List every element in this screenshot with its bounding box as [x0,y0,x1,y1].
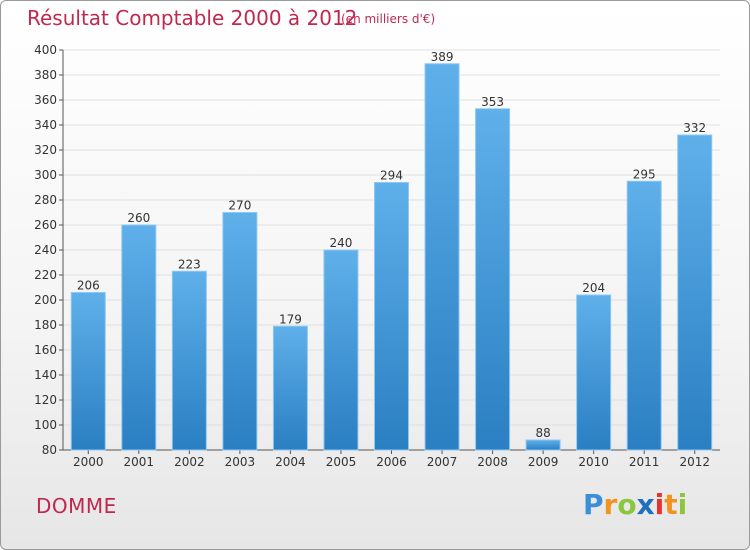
bar-value-label: 332 [683,121,706,135]
bar-2011 [626,180,662,451]
bar-value-label: 353 [481,95,504,109]
x-tick-label: 2010 [578,455,609,469]
bar-value-label: 179 [279,312,302,326]
bar-value-label: 88 [535,426,550,440]
y-tick-label: 220 [34,268,57,282]
bar-2005 [323,249,359,451]
bar-value-label: 206 [77,279,100,293]
bar-value-label: 240 [330,236,353,250]
bar-2008 [475,108,511,451]
proxiti-logo: Proxiti [583,488,688,521]
x-tick-label: 2009 [528,455,559,469]
y-tick-label: 360 [34,93,57,107]
bar-value-label: 223 [178,257,201,271]
x-tick-label: 2003 [225,455,256,469]
bar-2000 [70,292,106,451]
x-tick-label: 2002 [174,455,205,469]
y-tick-label: 320 [34,143,57,157]
y-tick-label: 100 [34,418,57,432]
bar-value-label: 295 [633,167,656,181]
commune-name: DOMME [36,494,117,518]
bar-2001 [121,224,157,451]
chart-subtitle: (en milliers d'€) [341,12,436,26]
y-tick-label: 260 [34,218,57,232]
x-tick-label: 2000 [73,455,104,469]
bar-2010 [576,294,612,451]
x-tick-label: 2007 [427,455,458,469]
y-tick-label: 380 [34,68,57,82]
x-tick-label: 2012 [679,455,710,469]
bar-value-label: 294 [380,169,403,183]
y-tick-label: 80 [42,443,57,457]
y-tick-label: 280 [34,193,57,207]
bar-2009 [525,439,561,451]
bar-value-label: 260 [127,211,150,225]
x-tick-label: 2006 [376,455,407,469]
y-tick-label: 120 [34,393,57,407]
y-tick-label: 160 [34,343,57,357]
bar-2004 [272,325,308,451]
y-tick-label: 140 [34,368,57,382]
bar-2012 [677,134,713,451]
x-tick-label: 2005 [326,455,357,469]
y-tick-label: 340 [34,118,57,132]
x-tick-label: 2001 [124,455,155,469]
y-tick-label: 180 [34,318,57,332]
bar-2003 [222,212,258,451]
bar-value-label: 204 [582,281,605,295]
y-tick-label: 400 [34,43,57,57]
y-tick-label: 200 [34,293,57,307]
x-tick-label: 2004 [275,455,306,469]
x-tick-label: 2011 [629,455,660,469]
chart-title: Résultat Comptable 2000 à 2012 [27,6,358,30]
x-tick-label: 2008 [477,455,508,469]
y-tick-label: 240 [34,243,57,257]
bar-value-label: 389 [431,50,454,64]
bar-2006 [374,182,409,451]
y-tick-label: 300 [34,168,57,182]
bar-2007 [424,63,460,451]
bar-value-label: 270 [228,199,251,213]
bar-2002 [171,270,207,451]
